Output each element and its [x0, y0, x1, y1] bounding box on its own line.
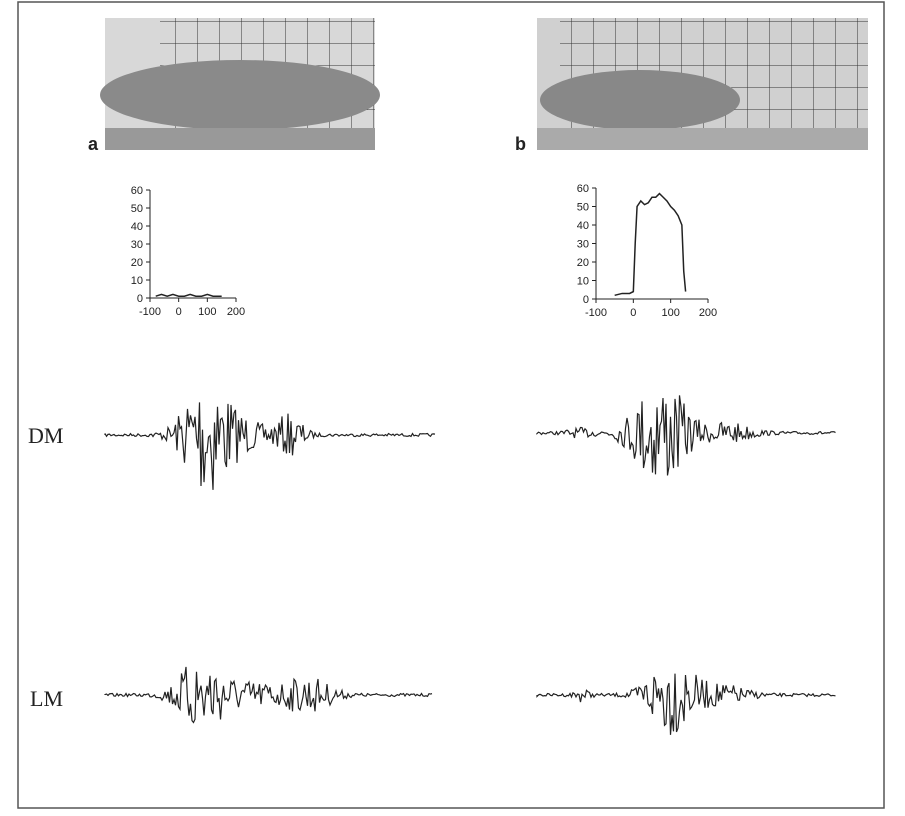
x-tick-label: 100: [661, 307, 679, 319]
figure: a b DM LM 0102030405060-1000100200010203…: [0, 0, 905, 811]
panel-label: b: [515, 134, 526, 154]
trace-label: LM: [30, 686, 63, 711]
y-tick-label: 0: [137, 293, 143, 305]
x-tick-label: 0: [630, 307, 636, 319]
y-tick-label: 10: [131, 275, 143, 287]
panel-label: a: [88, 134, 99, 154]
photo-a: [100, 18, 380, 150]
x-tick-label: 0: [176, 306, 182, 318]
x-tick-label: 100: [198, 306, 216, 318]
photo-b: [537, 18, 868, 150]
y-tick-label: 60: [577, 183, 589, 195]
x-tick-label: 200: [227, 306, 245, 318]
y-tick-label: 30: [577, 239, 589, 251]
y-tick-label: 30: [131, 239, 143, 251]
y-tick-label: 0: [583, 294, 589, 306]
y-tick-label: 60: [131, 185, 143, 197]
trace-label: DM: [28, 423, 63, 448]
x-tick-label: -100: [585, 307, 607, 319]
y-tick-label: 40: [577, 220, 589, 232]
y-tick-label: 10: [577, 276, 589, 288]
x-tick-label: -100: [139, 306, 161, 318]
y-tick-label: 20: [131, 257, 143, 269]
y-tick-label: 50: [577, 202, 589, 214]
y-tick-label: 20: [577, 257, 589, 269]
y-tick-label: 50: [131, 203, 143, 215]
x-tick-label: 200: [699, 307, 717, 319]
y-tick-label: 40: [131, 221, 143, 233]
